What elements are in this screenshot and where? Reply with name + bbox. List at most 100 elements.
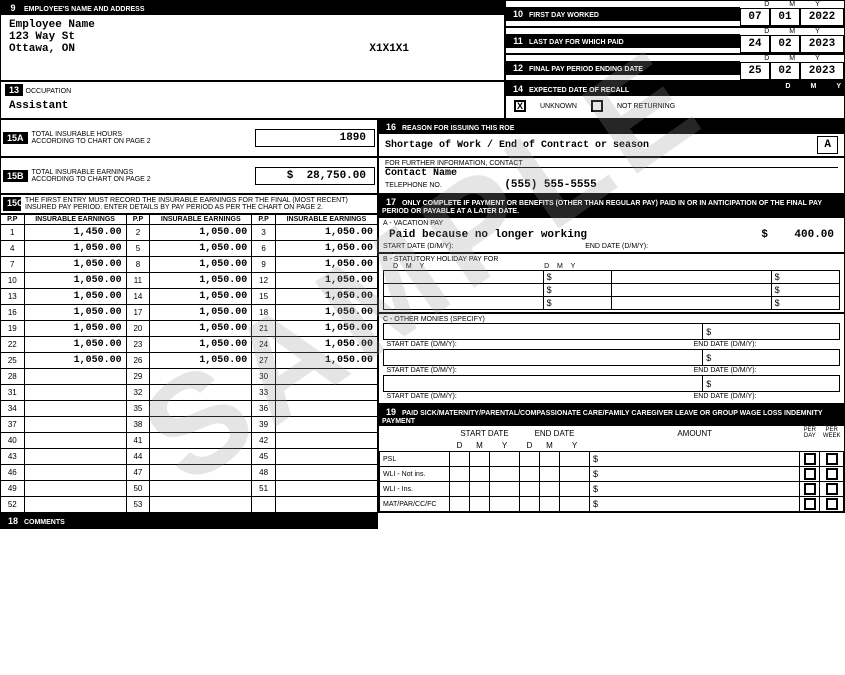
earnings-cell: 1,050.00 <box>275 353 377 369</box>
box18: 18 COMMENTS <box>0 513 378 529</box>
earnings-cell <box>150 497 252 513</box>
box17c: C - OTHER MONIES (SPECIFY) $ START DATE … <box>378 313 845 404</box>
earnings-cell <box>275 449 377 465</box>
pp-cell: 12 <box>252 273 276 289</box>
earnings-cell: 1,050.00 <box>150 337 252 353</box>
earnings-cell <box>24 385 126 401</box>
perday-checkbox[interactable] <box>804 468 816 480</box>
pp-cell: 11 <box>126 273 150 289</box>
employee-postal: X1X1X1 <box>369 43 409 55</box>
occupation-value: Assistant <box>1 98 504 118</box>
earnings-cell <box>24 417 126 433</box>
earnings-cell <box>150 481 252 497</box>
pp-cell: 21 <box>252 321 276 337</box>
pp-cell: 40 <box>1 433 25 449</box>
pp-cell: 45 <box>252 449 276 465</box>
pp-cell: 24 <box>252 337 276 353</box>
pp-cell: 28 <box>1 369 25 385</box>
earnings-cell: 1,050.00 <box>275 289 377 305</box>
box13: 13 OCCUPATION Assistant <box>0 81 505 119</box>
pp-cell: 30 <box>252 369 276 385</box>
employee-addr1: 123 Way St <box>9 31 496 43</box>
earnings-cell: 1,450.00 <box>24 225 126 241</box>
earnings-cell: 1,050.00 <box>24 289 126 305</box>
pp-cell: 33 <box>252 385 276 401</box>
pp-cell: 25 <box>1 353 25 369</box>
perday-checkbox[interactable] <box>804 453 816 465</box>
earnings-table: P.PINSURABLE EARNINGS P.PINSURABLE EARNI… <box>0 214 378 513</box>
earnings-cell <box>24 497 126 513</box>
pp-cell: 44 <box>126 449 150 465</box>
insurable-hours: 1890 <box>255 129 375 147</box>
earnings-cell: 1,050.00 <box>275 225 377 241</box>
pp-cell: 4 <box>1 241 25 257</box>
pp-cell: 31 <box>1 385 25 401</box>
earnings-cell <box>24 481 126 497</box>
box17-header: 17 ONLY COMPLETE IF PAYMENT OR BENEFITS … <box>378 194 845 217</box>
employee-name: Employee Name <box>9 19 496 31</box>
reason-code: A <box>817 136 838 154</box>
pp-cell: 49 <box>1 481 25 497</box>
earnings-cell <box>275 465 377 481</box>
pp-cell: 10 <box>1 273 25 289</box>
pp-cell: 2 <box>126 225 150 241</box>
earnings-cell: 1,050.00 <box>150 305 252 321</box>
earnings-cell <box>150 417 252 433</box>
unknown-checkbox[interactable]: X <box>514 100 526 112</box>
earnings-cell <box>275 369 377 385</box>
box12: 12 FINAL PAY PERIOD ENDING DATE DMY 2502… <box>505 54 845 81</box>
pp-cell: 43 <box>1 449 25 465</box>
earnings-cell <box>150 369 252 385</box>
notreturning-checkbox[interactable] <box>591 100 603 112</box>
box10: 10 FIRST DAY WORKED DMY 07012022 <box>505 0 845 27</box>
box15a: 15A TOTAL INSURABLE HOURS ACCORDING TO C… <box>0 119 378 157</box>
earnings-cell <box>150 449 252 465</box>
earnings-cell: 1,050.00 <box>275 273 377 289</box>
earnings-cell <box>150 401 252 417</box>
pp-cell: 26 <box>126 353 150 369</box>
pp-cell: 8 <box>126 257 150 273</box>
leave-type: PSL <box>380 452 450 467</box>
perweek-checkbox[interactable] <box>826 483 838 495</box>
leave-type: WLI - Ins. <box>380 482 450 497</box>
earnings-cell: 1,050.00 <box>150 321 252 337</box>
earnings-cell <box>24 401 126 417</box>
earnings-cell: 1,050.00 <box>150 273 252 289</box>
perweek-checkbox[interactable] <box>826 468 838 480</box>
earnings-cell <box>275 433 377 449</box>
pp-cell: 1 <box>1 225 25 241</box>
pp-cell: 36 <box>252 401 276 417</box>
box15c-header: 15C THE FIRST ENTRY MUST RECORD THE INSU… <box>0 194 378 214</box>
earnings-cell: 1,050.00 <box>150 241 252 257</box>
perweek-checkbox[interactable] <box>826 498 838 510</box>
perweek-checkbox[interactable] <box>826 453 838 465</box>
earnings-cell <box>150 433 252 449</box>
pp-cell: 53 <box>126 497 150 513</box>
pp-cell: 34 <box>1 401 25 417</box>
pp-cell: 6 <box>252 241 276 257</box>
vacation-amount: 400.00 <box>794 229 834 241</box>
pp-cell: 14 <box>126 289 150 305</box>
earnings-cell <box>24 449 126 465</box>
pp-cell: 19 <box>1 321 25 337</box>
pp-cell <box>252 497 276 513</box>
box16: 16 REASON FOR ISSUING THIS ROE Shortage … <box>378 119 845 157</box>
perday-checkbox[interactable] <box>804 498 816 510</box>
employee-city: Ottawa, ON <box>9 43 75 55</box>
box9: 9 EMPLOYEE'S NAME AND ADDRESS Employee N… <box>0 0 505 81</box>
pp-cell: 27 <box>252 353 276 369</box>
pp-cell: 22 <box>1 337 25 353</box>
earnings-cell: 1,050.00 <box>24 337 126 353</box>
earnings-cell <box>24 369 126 385</box>
pp-cell: 7 <box>1 257 25 273</box>
earnings-cell: 1,050.00 <box>150 225 252 241</box>
pp-cell: 20 <box>126 321 150 337</box>
pp-cell: 3 <box>252 225 276 241</box>
leave-type: MAT/PAR/CC/FC <box>380 497 450 512</box>
earnings-cell: 1,050.00 <box>150 289 252 305</box>
pp-cell: 47 <box>126 465 150 481</box>
earnings-cell <box>150 385 252 401</box>
earnings-cell <box>150 465 252 481</box>
pp-cell: 46 <box>1 465 25 481</box>
perday-checkbox[interactable] <box>804 483 816 495</box>
